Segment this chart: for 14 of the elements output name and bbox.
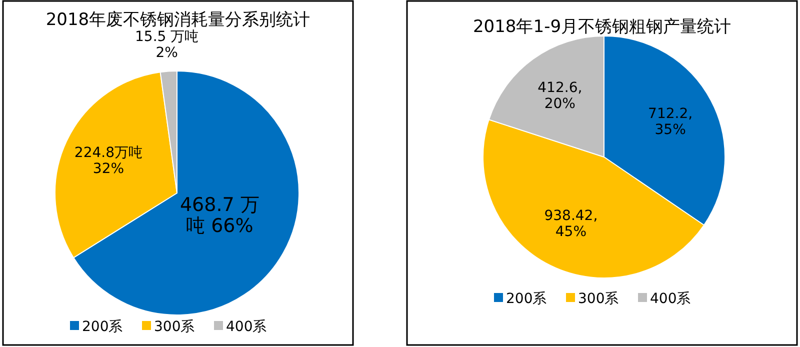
legend-label: 300系 xyxy=(578,290,619,307)
data-label: 224.8万吨 32% xyxy=(73,144,144,178)
chart-title: 2018年废不锈钢消耗量分系别统计 xyxy=(46,10,310,30)
legend-label: 400系 xyxy=(650,290,691,307)
data-label: 712.2, 35% xyxy=(647,106,694,138)
data-label: 15.5 万吨 2% xyxy=(134,29,200,62)
legend-label: 400系 xyxy=(226,318,267,335)
data-label: 938.42, 45% xyxy=(543,208,599,241)
legend-label: 200系 xyxy=(82,318,123,335)
data-label: 412.6, 20% xyxy=(536,80,584,112)
legend-label: 300系 xyxy=(154,318,195,335)
data-label: 468.7 万吨 66% xyxy=(180,194,260,238)
chart-title: 2018年1-9月不锈钢粗钢产量统计 xyxy=(472,16,732,37)
legend-label: 200系 xyxy=(506,290,547,307)
